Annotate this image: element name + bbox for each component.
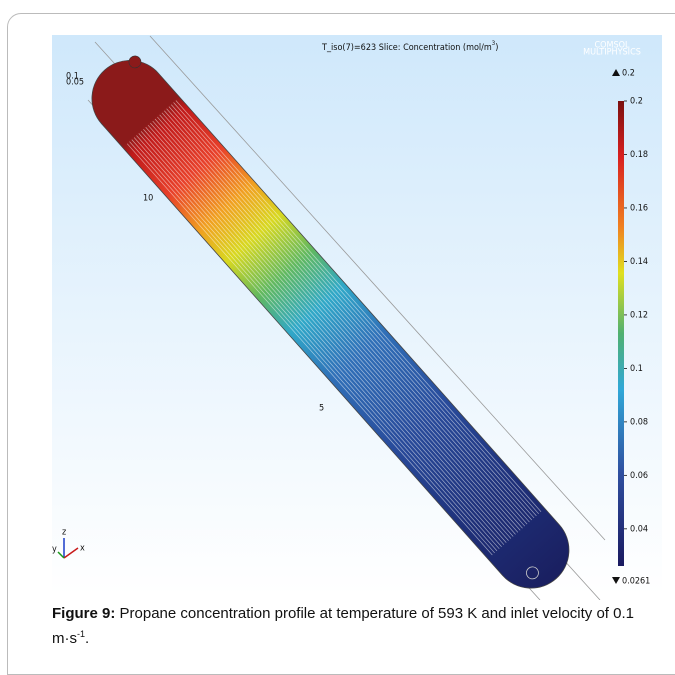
colorbar-tick-label: 0.2 bbox=[630, 97, 643, 107]
axis-label: 5 bbox=[319, 404, 324, 414]
plot-title-text: T_iso(7)=623 Slice: Concentration (mol/m bbox=[321, 43, 492, 53]
colorbar-tick-label: 0.06 bbox=[630, 471, 648, 481]
axis-label: 10 bbox=[143, 194, 153, 204]
caption-text: Propane concentration profile at tempera… bbox=[52, 605, 634, 647]
colorbar-tick-label: 0.04 bbox=[630, 524, 648, 534]
logo: MULTIPHYSICS bbox=[583, 48, 641, 58]
page: T_iso(7)=623 Slice: Concentration (mol/m… bbox=[0, 0, 675, 657]
colorbar-tick-label: 0.1 bbox=[630, 364, 643, 374]
colorbar-min: 0.0261 bbox=[622, 577, 650, 587]
triad-label: y bbox=[52, 545, 57, 555]
caption-sup: -1 bbox=[77, 629, 85, 639]
colorbar-tick-label: 0.14 bbox=[630, 257, 648, 267]
colorbar-tick-label: 0.12 bbox=[630, 310, 648, 320]
caption-end: . bbox=[85, 630, 89, 647]
caption: Figure 9: Propane concentration profile … bbox=[52, 604, 662, 649]
figure: T_iso(7)=623 Slice: Concentration (mol/m… bbox=[0, 0, 675, 600]
plot-title-end: ) bbox=[495, 43, 498, 53]
triad-label: x bbox=[80, 544, 85, 554]
colorbar-tick-label: 0.18 bbox=[630, 150, 648, 160]
colorbar-tick-label: 0.08 bbox=[630, 417, 648, 427]
corner-label: 0.05 bbox=[66, 78, 84, 88]
caption-label: Figure 9: bbox=[52, 605, 115, 622]
colorbar-scale bbox=[618, 101, 624, 566]
colorbar-max: 0.2 bbox=[622, 69, 635, 79]
triad-label: z bbox=[62, 528, 66, 538]
colorbar-tick-label: 0.16 bbox=[630, 203, 648, 213]
